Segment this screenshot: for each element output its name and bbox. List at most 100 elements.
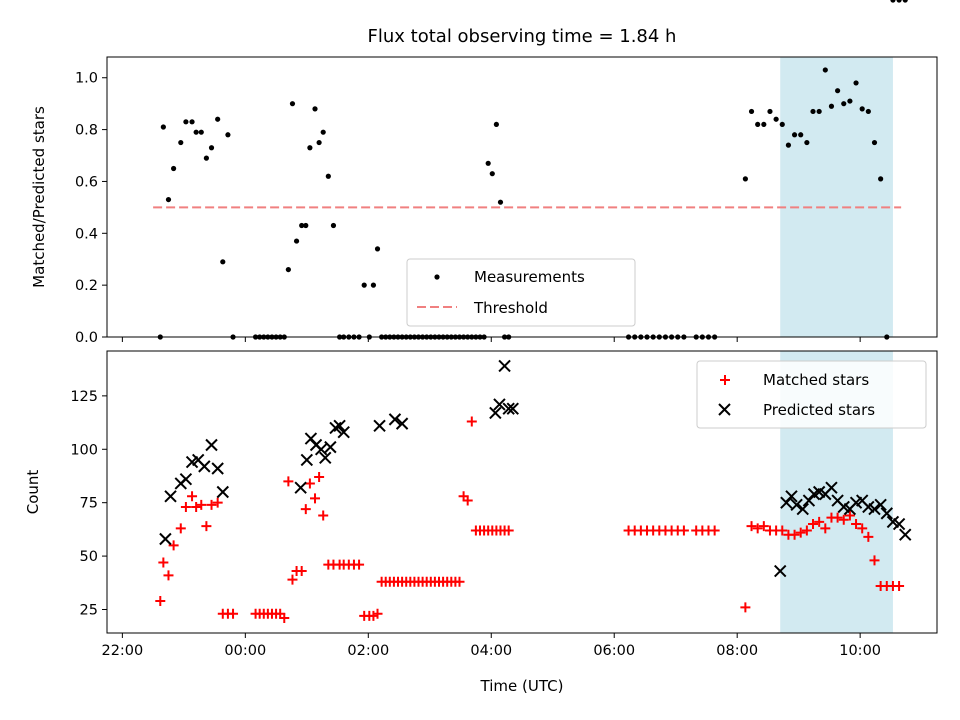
matched-star-point (863, 531, 874, 542)
predicted-star-point (493, 398, 506, 411)
matched-stars-points (155, 417, 905, 624)
measurement-point (773, 116, 779, 122)
x-tick-label: 04:00 (470, 643, 512, 659)
measurement-point (165, 196, 172, 203)
measurement-point (193, 129, 199, 135)
measurement-point (791, 132, 798, 138)
measurement-point (871, 139, 878, 146)
measurement-point (493, 121, 499, 128)
predicted-star-point (785, 490, 798, 503)
measurement-point (215, 116, 221, 122)
predicted-star-point (899, 528, 912, 541)
x-tick-label: 22:00 (101, 643, 143, 659)
measurement-point (902, 0, 908, 3)
matched-star-point (851, 519, 862, 530)
matched-star-point (814, 516, 825, 527)
y-tick-label: 0.0 (75, 330, 98, 346)
matched-star-point (168, 540, 179, 551)
measurement-point (320, 129, 326, 135)
x-tick-label: 10:00 (839, 643, 881, 659)
measurement-point (896, 0, 902, 3)
predicted-star-point (880, 507, 893, 520)
y-tick-label: 1.0 (75, 71, 98, 87)
matched-star-point (372, 608, 383, 619)
matched-star-point (857, 523, 868, 534)
matched-star-point (709, 525, 720, 536)
matched-star-point (206, 499, 217, 510)
measurement-point (878, 176, 884, 182)
legend-measurements-label: Measurements (474, 268, 585, 286)
measurement-point (312, 106, 318, 112)
measurement-point (299, 222, 305, 229)
predicted-star-point (211, 462, 224, 475)
measurement-point (816, 108, 822, 115)
y-tick-label: 0.2 (75, 278, 98, 294)
measurement-point (208, 145, 215, 151)
predicted-star-point (790, 498, 803, 512)
matched-star-point (163, 570, 174, 581)
predicted-stars-points (159, 359, 912, 578)
matched-star-point (314, 472, 325, 483)
predicted-star-point (498, 359, 511, 373)
matched-star-point (279, 613, 290, 624)
matched-star-point (354, 559, 365, 570)
matched-star-point (180, 501, 191, 512)
matched-star-point (212, 497, 223, 508)
matched-star-point (777, 525, 788, 536)
matched-star-point (300, 504, 311, 515)
measurement-point (865, 108, 871, 115)
y-tick-label: 0.6 (75, 174, 98, 190)
legend-measurements-marker (434, 274, 440, 280)
measurement-point (183, 119, 189, 125)
x-axis-label: Time (UTC) (480, 677, 564, 695)
predicted-star-point (774, 564, 787, 578)
matched-star-point (304, 478, 315, 489)
matched-star-point (318, 510, 329, 521)
measurement-point (307, 145, 313, 151)
matched-star-point (678, 525, 689, 536)
predicted-star-point (874, 498, 887, 512)
top-y-axis-label: Matched/Predicted stars (30, 106, 48, 288)
predicted-star-point (892, 517, 906, 531)
measurement-point (748, 108, 755, 115)
measurement-point (859, 106, 865, 112)
measurement-point (361, 282, 367, 288)
predicted-star-point (216, 485, 229, 499)
matched-star-point (808, 519, 819, 530)
matched-star-point (287, 574, 298, 585)
predicted-star-point (868, 502, 881, 516)
matched-star-point (191, 501, 202, 512)
predicted-star-point (373, 419, 386, 432)
measurement-point (755, 121, 761, 128)
measurement-point (225, 132, 231, 138)
y-tick-label: 100 (70, 442, 98, 458)
predicted-star-point (164, 490, 177, 503)
matched-star-point (503, 525, 514, 536)
matched-star-point (201, 521, 212, 532)
top-y-ticks: 0.0 0.2 0.4 0.6 0.8 1.0 (75, 71, 107, 346)
predicted-star-point (796, 502, 809, 516)
predicted-star-point (319, 451, 332, 465)
matched-star-point (752, 523, 763, 534)
bottom-y-axis-label: Count (24, 470, 42, 515)
measurement-point (767, 108, 773, 115)
measurement-point (497, 199, 504, 205)
y-tick-label: 125 (70, 389, 98, 405)
matched-star-point (844, 510, 855, 521)
predicted-star-point (506, 402, 519, 415)
predicted-star-point (179, 472, 193, 486)
measurement-point (798, 132, 804, 138)
matched-star-point (894, 581, 905, 591)
predicted-star-point (502, 402, 515, 415)
matched-star-point (283, 476, 294, 487)
matched-star-point (758, 521, 769, 532)
measurement-point (841, 101, 847, 107)
y-tick-label: 25 (80, 603, 98, 619)
matched-star-point (196, 499, 207, 510)
measurement-point (303, 222, 309, 229)
matched-star-point (462, 495, 473, 506)
predicted-star-point (337, 425, 350, 439)
measurement-point (890, 0, 896, 3)
measurement-point (171, 165, 177, 172)
measurement-point (835, 88, 841, 94)
